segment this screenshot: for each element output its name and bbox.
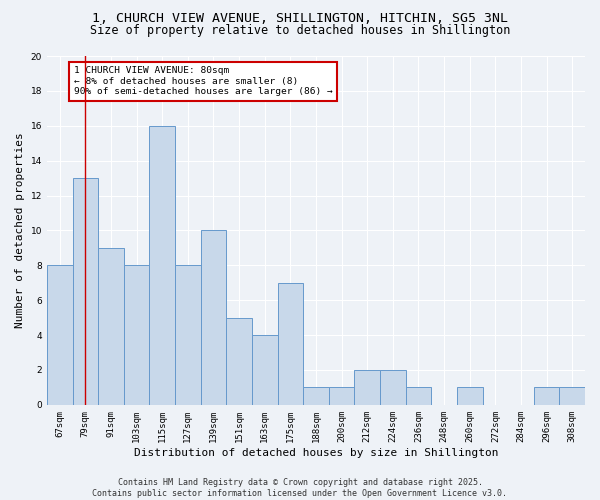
Bar	[252, 335, 278, 405]
Bar	[329, 388, 355, 405]
Bar	[380, 370, 406, 405]
Bar	[73, 178, 98, 405]
Bar	[278, 282, 303, 405]
X-axis label: Distribution of detached houses by size in Shillington: Distribution of detached houses by size …	[134, 448, 498, 458]
Bar	[457, 388, 482, 405]
Bar	[175, 266, 200, 405]
Bar	[406, 388, 431, 405]
Bar	[534, 388, 559, 405]
Text: Size of property relative to detached houses in Shillington: Size of property relative to detached ho…	[90, 24, 510, 37]
Bar	[149, 126, 175, 405]
Bar	[226, 318, 252, 405]
Bar	[559, 388, 585, 405]
Text: 1, CHURCH VIEW AVENUE, SHILLINGTON, HITCHIN, SG5 3NL: 1, CHURCH VIEW AVENUE, SHILLINGTON, HITC…	[92, 12, 508, 26]
Bar	[303, 388, 329, 405]
Bar	[355, 370, 380, 405]
Bar	[98, 248, 124, 405]
Bar	[124, 266, 149, 405]
Y-axis label: Number of detached properties: Number of detached properties	[15, 132, 25, 328]
Text: 1 CHURCH VIEW AVENUE: 80sqm
← 8% of detached houses are smaller (8)
90% of semi-: 1 CHURCH VIEW AVENUE: 80sqm ← 8% of deta…	[74, 66, 332, 96]
Text: Contains HM Land Registry data © Crown copyright and database right 2025.
Contai: Contains HM Land Registry data © Crown c…	[92, 478, 508, 498]
Bar	[47, 266, 73, 405]
Bar	[200, 230, 226, 405]
